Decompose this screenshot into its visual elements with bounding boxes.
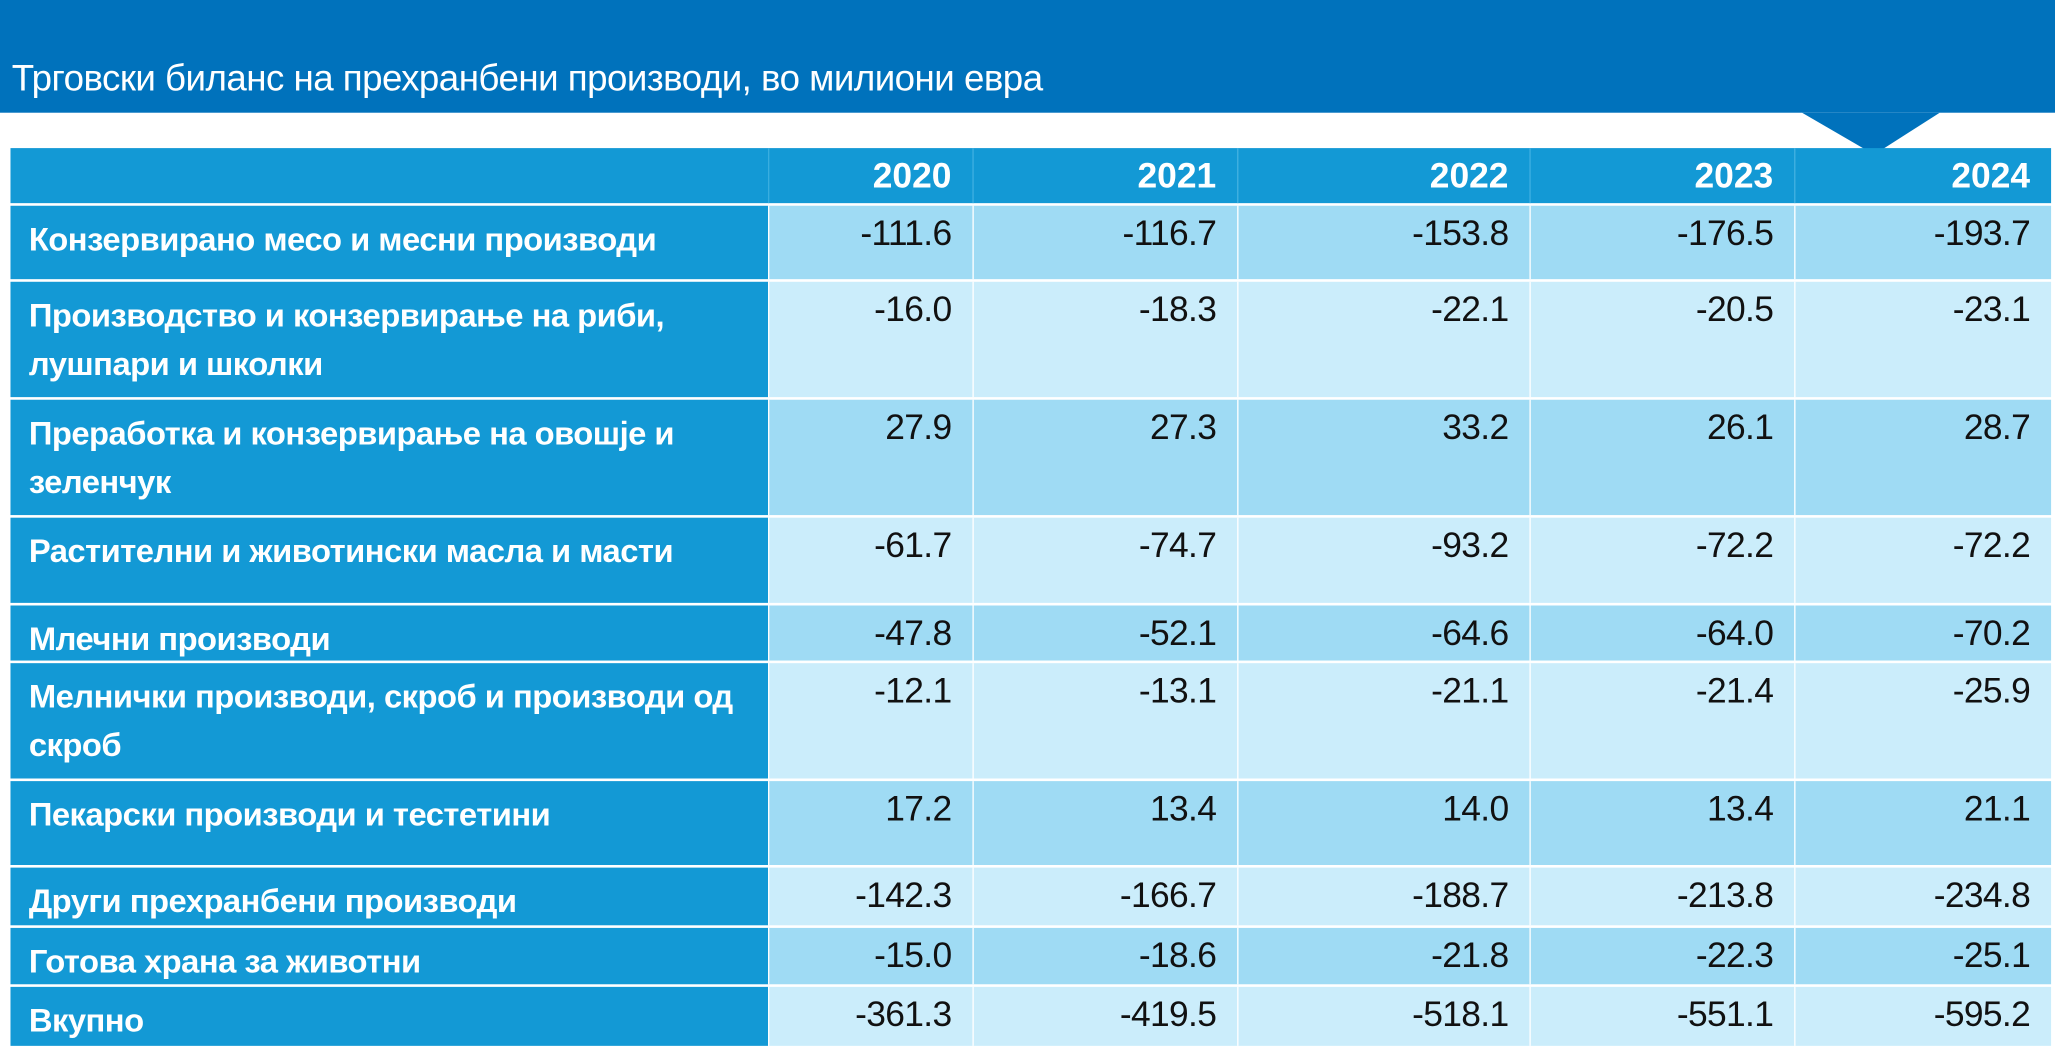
banner bbox=[0, 0, 2055, 158]
value-cell: -234.8 bbox=[1794, 867, 2052, 926]
value-cell: 27.9 bbox=[768, 399, 973, 516]
value-cell: -52.1 bbox=[972, 605, 1238, 661]
value-cell: -361.3 bbox=[768, 986, 973, 1046]
value-cell: 14.0 bbox=[1237, 781, 1530, 865]
row-label: Конзервирано месо и месни производи bbox=[10, 205, 769, 280]
row-label: Вкупно bbox=[10, 986, 769, 1046]
value-cell: -21.8 bbox=[1237, 927, 1530, 985]
value-cell: 17.2 bbox=[768, 781, 973, 865]
row-label: Пекарски производи и тестетини bbox=[10, 781, 769, 865]
value-cell: -166.7 bbox=[972, 867, 1238, 926]
value-cell: -213.8 bbox=[1529, 867, 1795, 926]
value-cell: -153.8 bbox=[1237, 205, 1530, 280]
row-label: Производство и конзервирање на риби, луш… bbox=[10, 281, 769, 398]
value-cell: -518.1 bbox=[1237, 986, 1530, 1046]
value-cell: 26.1 bbox=[1529, 399, 1795, 516]
value-cell: 13.4 bbox=[972, 781, 1238, 865]
value-cell: -20.5 bbox=[1529, 281, 1795, 398]
value-cell: -188.7 bbox=[1237, 867, 1530, 926]
value-cell: -61.7 bbox=[768, 517, 973, 603]
value-cell: -64.0 bbox=[1529, 605, 1795, 661]
value-cell: -22.1 bbox=[1237, 281, 1530, 398]
value-cell: -116.7 bbox=[972, 205, 1238, 280]
value-cell: -595.2 bbox=[1794, 986, 2052, 1046]
value-cell: -18.3 bbox=[972, 281, 1238, 398]
header-corner bbox=[10, 148, 769, 204]
row-label: Преработка и конзервирање на овошје и зе… bbox=[10, 399, 769, 516]
value-cell: -13.1 bbox=[972, 663, 1238, 779]
value-cell: -18.6 bbox=[972, 927, 1238, 985]
column-header: 2022 bbox=[1237, 148, 1530, 204]
value-cell: -142.3 bbox=[768, 867, 973, 926]
title: Трговски биланс на прехранбени производи… bbox=[11, 57, 1043, 99]
value-cell: 13.4 bbox=[1529, 781, 1795, 865]
value-cell: -23.1 bbox=[1794, 281, 2052, 398]
row-label: Млечни производи bbox=[10, 605, 769, 661]
value-cell: -193.7 bbox=[1794, 205, 2052, 280]
column-header: 2021 bbox=[972, 148, 1238, 204]
value-cell: -25.9 bbox=[1794, 663, 2052, 779]
value-cell: -16.0 bbox=[768, 281, 973, 398]
value-cell: -551.1 bbox=[1529, 986, 1795, 1046]
row-label: Готова храна за животни bbox=[10, 927, 769, 985]
value-cell: -176.5 bbox=[1529, 205, 1795, 280]
value-cell: -74.7 bbox=[972, 517, 1238, 603]
value-cell: -21.4 bbox=[1529, 663, 1795, 779]
value-cell: -22.3 bbox=[1529, 927, 1795, 985]
value-cell: -111.6 bbox=[768, 205, 973, 280]
value-cell: 28.7 bbox=[1794, 399, 2052, 516]
row-label: Растителни и животински масла и масти bbox=[10, 517, 769, 603]
value-cell: -12.1 bbox=[768, 663, 973, 779]
column-header: 2020 bbox=[768, 148, 973, 204]
value-cell: -64.6 bbox=[1237, 605, 1530, 661]
row-label: Мелнички производи, скроб и производи од… bbox=[10, 663, 769, 779]
value-cell: -93.2 bbox=[1237, 517, 1530, 603]
value-cell: -72.2 bbox=[1794, 517, 2052, 603]
column-header: 2023 bbox=[1529, 148, 1795, 204]
value-cell: 33.2 bbox=[1237, 399, 1530, 516]
value-cell: -72.2 bbox=[1529, 517, 1795, 603]
value-cell: 27.3 bbox=[972, 399, 1238, 516]
value-cell: -21.1 bbox=[1237, 663, 1530, 779]
row-label: Други прехранбени производи bbox=[10, 867, 769, 926]
value-cell: -15.0 bbox=[768, 927, 973, 985]
value-cell: 21.1 bbox=[1794, 781, 2052, 865]
value-cell: -47.8 bbox=[768, 605, 973, 661]
value-cell: -70.2 bbox=[1794, 605, 2052, 661]
value-cell: -419.5 bbox=[972, 986, 1238, 1046]
column-header: 2024 bbox=[1794, 148, 2052, 204]
value-cell: -25.1 bbox=[1794, 927, 2052, 985]
